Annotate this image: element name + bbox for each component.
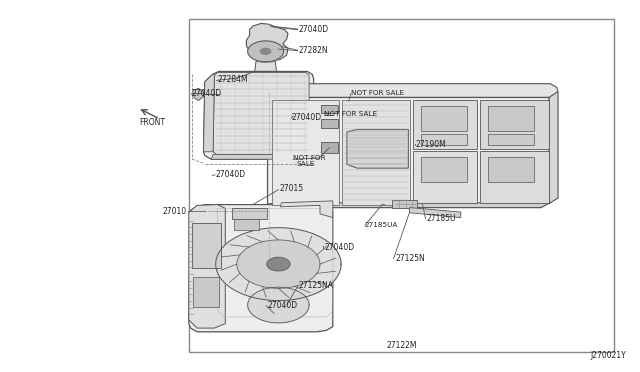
Text: 27125N: 27125N (396, 254, 425, 263)
Text: 27185UA: 27185UA (365, 222, 398, 228)
Text: 27015: 27015 (279, 185, 303, 193)
Polygon shape (272, 100, 339, 205)
Polygon shape (211, 154, 307, 159)
Bar (421, 106, 467, 131)
Text: J270021Y: J270021Y (590, 351, 626, 360)
Bar (193, 277, 219, 307)
Bar (488, 134, 534, 145)
Text: NOT FOR SALE: NOT FOR SALE (351, 90, 404, 96)
Polygon shape (248, 41, 284, 62)
Polygon shape (189, 205, 333, 332)
Text: 27040D: 27040D (215, 170, 245, 179)
Polygon shape (347, 129, 408, 168)
Polygon shape (267, 257, 290, 271)
Text: 27185U: 27185U (427, 214, 456, 223)
Bar (488, 106, 534, 131)
Bar (488, 157, 534, 182)
Polygon shape (410, 208, 461, 218)
Text: 27040D: 27040D (191, 89, 221, 97)
Text: 27040D: 27040D (324, 243, 355, 251)
Text: NOT FOR: NOT FOR (293, 155, 326, 161)
Polygon shape (248, 287, 309, 323)
Bar (232, 208, 267, 219)
Polygon shape (342, 100, 410, 205)
Bar (189, 19, 614, 352)
Polygon shape (189, 205, 225, 328)
Bar (421, 157, 467, 182)
Text: 27040D: 27040D (268, 301, 298, 310)
Polygon shape (204, 71, 314, 159)
Text: 27125NA: 27125NA (298, 281, 333, 290)
Text: 27190M: 27190M (416, 140, 447, 149)
Text: 27284M: 27284M (218, 75, 248, 84)
Polygon shape (268, 203, 550, 208)
Polygon shape (413, 100, 477, 149)
Text: 27122M: 27122M (387, 341, 417, 350)
Polygon shape (213, 73, 309, 154)
Text: 27040D: 27040D (292, 113, 322, 122)
Text: 27040D: 27040D (299, 25, 329, 34)
Text: 27010: 27010 (163, 207, 187, 216)
Text: NOT FOR SALE: NOT FOR SALE (324, 111, 377, 117)
Polygon shape (246, 23, 288, 61)
Polygon shape (192, 89, 204, 100)
Polygon shape (204, 74, 214, 152)
Polygon shape (216, 228, 341, 301)
Polygon shape (255, 61, 276, 73)
Bar (421, 134, 467, 145)
Text: FRONT: FRONT (140, 118, 166, 127)
Polygon shape (237, 240, 320, 288)
Polygon shape (321, 105, 338, 113)
Polygon shape (392, 200, 417, 208)
Polygon shape (268, 96, 549, 208)
Polygon shape (260, 48, 271, 54)
Polygon shape (280, 201, 333, 218)
Polygon shape (269, 84, 558, 97)
Polygon shape (480, 151, 549, 203)
Text: 27282N: 27282N (299, 46, 328, 55)
Bar (192, 223, 221, 268)
Text: SALE: SALE (297, 161, 316, 167)
Polygon shape (480, 100, 549, 149)
Bar (234, 219, 259, 230)
Polygon shape (549, 92, 558, 203)
Polygon shape (321, 142, 338, 153)
Polygon shape (321, 119, 338, 128)
Polygon shape (413, 151, 477, 203)
